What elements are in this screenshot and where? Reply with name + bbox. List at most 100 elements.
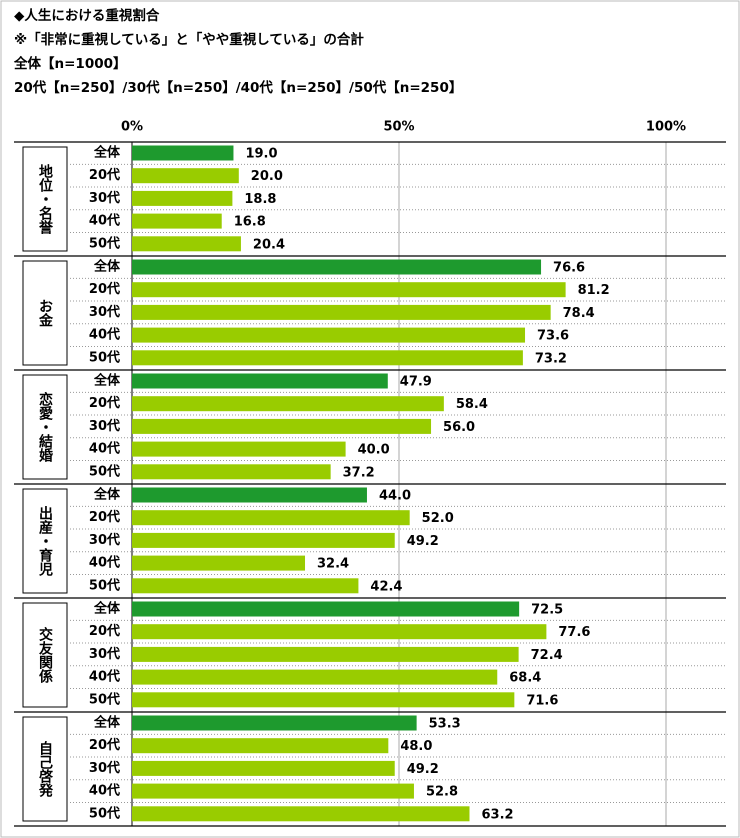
- group-label: 交友関係: [37, 626, 53, 684]
- value-label: 32.4: [317, 557, 349, 572]
- row-label: 全体: [93, 373, 121, 389]
- group-label: 恋愛・結婚: [37, 391, 53, 463]
- group-label: 出産・育児: [37, 505, 54, 577]
- bar: [132, 760, 395, 776]
- row-label: 40代: [89, 669, 120, 685]
- value-label: 71.6: [526, 693, 558, 708]
- value-label: 73.2: [535, 351, 567, 366]
- row-label: 40代: [89, 441, 120, 457]
- value-label: 44.0: [379, 489, 411, 504]
- bar: [132, 168, 239, 184]
- bar: [132, 350, 523, 366]
- row-label: 30代: [89, 646, 120, 662]
- bar: [132, 304, 551, 320]
- row-label: 全体: [93, 259, 121, 275]
- value-label: 56.0: [443, 420, 475, 435]
- value-label: 58.4: [456, 397, 488, 412]
- value-label: 78.4: [563, 306, 595, 321]
- value-label: 77.6: [558, 625, 590, 640]
- row-label: 20代: [89, 623, 120, 639]
- value-label: 72.4: [531, 648, 563, 663]
- row-label: 30代: [89, 418, 120, 434]
- row-label: 20代: [89, 737, 120, 753]
- bar: [132, 487, 367, 503]
- bar: [132, 624, 547, 640]
- value-label: 18.8: [244, 192, 276, 207]
- bar: [132, 441, 346, 457]
- group-label-box: [22, 488, 68, 594]
- group-label-box: [22, 146, 68, 252]
- row-label: 50代: [89, 577, 120, 593]
- row-label: 20代: [89, 509, 120, 525]
- group-label-box: [22, 374, 68, 480]
- value-label: 76.6: [553, 261, 585, 276]
- row-label: 40代: [89, 213, 120, 229]
- bar: [132, 806, 470, 822]
- row-label: 30代: [89, 760, 120, 776]
- bar: [132, 464, 331, 480]
- chart-title: ◆人生における重視割合: [14, 7, 160, 24]
- x-tick-label: 0%: [121, 120, 143, 135]
- bar: [132, 213, 222, 229]
- bar: [132, 190, 233, 206]
- row-label: 50代: [89, 235, 120, 251]
- row-label: 50代: [89, 349, 120, 365]
- value-label: 53.3: [429, 717, 461, 732]
- group-label: お金: [37, 299, 54, 327]
- value-label: 47.9: [400, 375, 432, 390]
- value-label: 52.8: [426, 785, 458, 800]
- bar: [132, 532, 395, 548]
- x-tick-label: 50%: [383, 120, 414, 135]
- row-label: 20代: [89, 395, 120, 411]
- row-label: 50代: [89, 463, 120, 479]
- bar: [132, 373, 388, 389]
- row-label: 50代: [89, 691, 120, 707]
- row-label: 全体: [93, 715, 121, 731]
- group-label: 自己啓発: [37, 740, 54, 798]
- value-label: 63.2: [481, 807, 513, 822]
- group-label: 地位・名誉: [37, 163, 53, 235]
- bar: [132, 396, 444, 412]
- value-label: 40.0: [358, 443, 390, 458]
- bar: [132, 282, 566, 298]
- value-label: 49.2: [407, 534, 439, 549]
- value-label: 81.2: [578, 283, 610, 298]
- value-label: 19.0: [245, 147, 277, 162]
- row-label: 40代: [89, 327, 120, 343]
- bar: [132, 692, 515, 708]
- bar: [132, 555, 306, 571]
- group-label-box: [22, 260, 68, 366]
- value-label: 20.0: [251, 169, 283, 184]
- bar: [132, 783, 414, 799]
- bar: [132, 601, 520, 617]
- value-label: 37.2: [343, 465, 375, 480]
- subtitle: ※「非常に重視している」と「やや重視している」の合計: [14, 31, 364, 48]
- row-label: 全体: [93, 487, 121, 503]
- row-label: 全体: [93, 601, 121, 617]
- bar: [132, 418, 432, 434]
- value-label: 16.8: [234, 215, 266, 230]
- subtitle: 20代【n=250】/30代【n=250】/40代【n=250】/50代【n=2…: [14, 79, 462, 96]
- value-label: 68.4: [509, 671, 541, 686]
- bar: [132, 715, 417, 731]
- row-label: 40代: [89, 555, 120, 571]
- value-label: 42.4: [370, 579, 402, 594]
- row-label: 30代: [89, 532, 120, 548]
- row-label: 20代: [89, 167, 120, 183]
- row-label: 30代: [89, 304, 120, 320]
- value-label: 20.4: [253, 237, 285, 252]
- value-label: 72.5: [531, 603, 563, 618]
- value-label: 48.0: [400, 739, 432, 754]
- bar: [132, 236, 241, 252]
- bar: [132, 669, 498, 685]
- row-label: 50代: [89, 805, 120, 821]
- row-label: 30代: [89, 190, 120, 206]
- group-label-box: [22, 602, 68, 708]
- bar: [132, 510, 410, 526]
- subtitle: 全体【n=1000】: [13, 55, 127, 72]
- bar: [132, 145, 234, 161]
- bar: [132, 646, 519, 662]
- bar: [132, 327, 526, 343]
- value-label: 73.6: [537, 329, 569, 344]
